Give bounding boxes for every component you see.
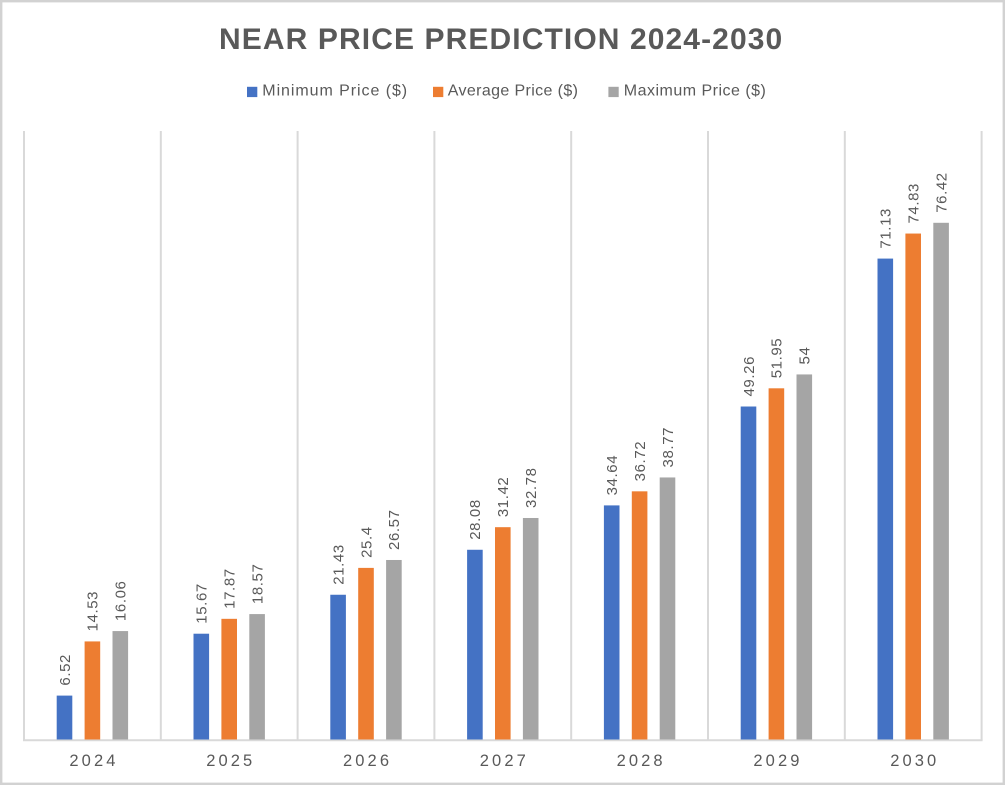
svg-text:Minimum Price ($): Minimum Price ($) xyxy=(262,83,408,100)
svg-text:21.43: 21.43 xyxy=(330,544,347,585)
svg-text:18.57: 18.57 xyxy=(249,564,266,605)
svg-text:6.52: 6.52 xyxy=(57,654,74,686)
svg-text:Maximum Price ($): Maximum Price ($) xyxy=(624,83,767,100)
svg-text:49.26: 49.26 xyxy=(741,356,758,397)
svg-text:51.95: 51.95 xyxy=(769,338,786,379)
svg-text:34.64: 34.64 xyxy=(604,455,621,496)
svg-text:54: 54 xyxy=(797,347,814,365)
svg-text:26.57: 26.57 xyxy=(386,509,403,550)
svg-text:74.83: 74.83 xyxy=(905,183,922,224)
svg-text:28.08: 28.08 xyxy=(467,499,484,540)
svg-text:2028: 2028 xyxy=(617,752,666,770)
svg-text:71.13: 71.13 xyxy=(878,208,895,249)
svg-text:31.42: 31.42 xyxy=(495,477,512,518)
svg-text:15.67: 15.67 xyxy=(194,583,211,624)
svg-text:76.42: 76.42 xyxy=(933,172,950,213)
svg-text:2025: 2025 xyxy=(206,752,255,770)
svg-text:25.4: 25.4 xyxy=(358,526,375,558)
svg-text:2027: 2027 xyxy=(480,752,529,770)
svg-text:14.53: 14.53 xyxy=(85,591,102,632)
svg-text:38.77: 38.77 xyxy=(660,427,677,468)
svg-text:NEAR PRICE PREDICTION 2024-203: NEAR PRICE PREDICTION 2024-2030 xyxy=(219,23,783,56)
svg-text:Average Price ($): Average Price ($) xyxy=(448,83,579,100)
svg-text:2024: 2024 xyxy=(69,752,118,770)
svg-text:16.06: 16.06 xyxy=(113,581,130,622)
svg-text:2029: 2029 xyxy=(753,752,802,770)
svg-text:2030: 2030 xyxy=(890,752,939,770)
svg-text:2026: 2026 xyxy=(343,752,392,770)
svg-text:32.78: 32.78 xyxy=(523,467,540,508)
svg-text:36.72: 36.72 xyxy=(632,441,649,482)
svg-text:17.87: 17.87 xyxy=(221,568,238,609)
